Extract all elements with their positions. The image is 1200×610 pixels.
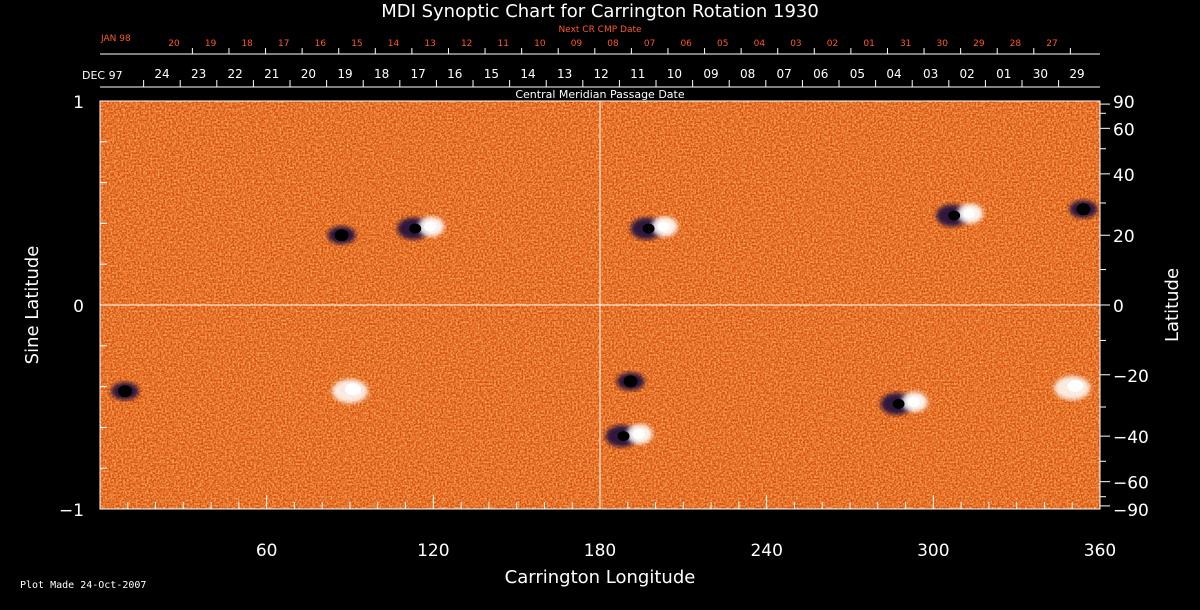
cmp-date-label: 17	[411, 67, 426, 81]
cmp-date-label: 30	[1033, 67, 1048, 81]
cmp-date-label: 09	[703, 67, 718, 81]
next-date-label: 20	[168, 39, 180, 49]
next-date-label: 01	[863, 39, 874, 49]
cmp-date-label: 19	[337, 67, 352, 81]
cmp-date-label: 16	[447, 67, 462, 81]
active-regions	[111, 200, 1098, 448]
next-date-label: 31	[900, 39, 911, 49]
cmp-date-label: 03	[923, 67, 938, 81]
active-region	[605, 424, 653, 448]
active-region	[111, 382, 139, 401]
next-date-label: 13	[424, 39, 435, 49]
cmp-date-label: 24	[154, 67, 169, 81]
y-left-tick-label: 1	[73, 93, 84, 113]
x-tick-label: 240	[750, 541, 782, 561]
y-left-tick-label: −1	[59, 501, 84, 521]
y-right-tick-label: −60	[1113, 474, 1149, 494]
cmp-date-label: 14	[520, 67, 535, 81]
next-date-label: 07	[644, 39, 655, 49]
cmp-date-label: 11	[630, 67, 645, 81]
next-date-label: 08	[607, 39, 619, 49]
cmp-date-label: 22	[228, 67, 243, 81]
active-region	[397, 216, 445, 240]
cmp-date-label: 15	[484, 67, 499, 81]
active-region	[327, 226, 356, 245]
y-left-tick-label: 0	[73, 297, 84, 317]
cmp-date-label: 10	[667, 67, 682, 81]
next-date-label: 14	[388, 39, 400, 49]
x-tick-label: 120	[417, 541, 449, 561]
y-right-tick-label: 90	[1113, 93, 1135, 113]
cmp-date-label: 07	[777, 67, 792, 81]
next-date-ticks: 20 19 18 17 16 15 14 13 12 11 10 09 08 07 06 05 04 03 02 01…	[168, 39, 1071, 54]
next-month-label: JAN 98	[100, 34, 131, 44]
y-right-tick-label: −90	[1113, 501, 1149, 521]
next-date-label: 15	[351, 39, 362, 49]
next-date-label: 19	[205, 39, 217, 49]
cmp-date-label: 06	[813, 67, 828, 81]
plot-made-footer: Plot Made 24-Oct-2007	[20, 580, 147, 591]
active-region	[936, 203, 984, 227]
next-date-label: 10	[534, 39, 546, 49]
y-axis-label-right: Latitude	[1162, 268, 1183, 342]
y-right-tick-label: 0	[1113, 297, 1124, 317]
active-region	[1069, 200, 1098, 219]
next-date-label: 30	[937, 39, 949, 49]
active-region	[630, 216, 678, 240]
y-axis-right: 90 60 40 20 0 −20 −40 −60 −90	[1100, 93, 1149, 521]
next-date-label: 04	[754, 39, 766, 49]
next-date-label: 02	[827, 39, 838, 49]
cmp-date-label: 18	[374, 67, 389, 81]
cmp-month-label: DEC 97	[82, 69, 123, 82]
x-axis-label: Carrington Longitude	[505, 567, 696, 588]
next-date-label: 03	[790, 39, 801, 49]
x-tick-label: 60	[256, 541, 278, 561]
y-right-tick-label: −20	[1113, 367, 1149, 387]
y-axis-label-left: Sine Latitude	[22, 246, 43, 365]
x-tick-label: 180	[584, 541, 616, 561]
next-date-label: 06	[680, 39, 692, 49]
chart-title: MDI Synoptic Chart for Carrington Rotati…	[381, 1, 819, 22]
cmp-date-label: 08	[740, 67, 755, 81]
x-axis: 60 120 180 240 300 360	[127, 495, 1116, 561]
active-region	[880, 391, 928, 415]
active-region	[616, 372, 645, 391]
next-date-label: 16	[315, 39, 327, 49]
x-tick-label: 300	[917, 541, 949, 561]
next-date-label: 18	[241, 39, 253, 49]
cmp-date-label: 20	[301, 67, 316, 81]
cmp-date-label: 29	[1069, 67, 1084, 81]
cmp-date-label: 23	[191, 67, 206, 81]
y-right-tick-label: 60	[1113, 120, 1135, 140]
next-date-label: 28	[1010, 39, 1022, 49]
next-date-label: 29	[973, 39, 985, 49]
cmp-date-label: 21	[264, 67, 279, 81]
next-date-label: 05	[717, 39, 728, 49]
active-region	[332, 379, 368, 404]
next-date-label: 11	[498, 39, 509, 49]
next-date-label: 12	[461, 39, 472, 49]
next-date-label: 17	[278, 39, 289, 49]
cmp-date-label: 12	[594, 67, 609, 81]
y-right-tick-label: −40	[1113, 428, 1149, 448]
next-date-label: 09	[571, 39, 583, 49]
y-right-tick-label: 20	[1113, 227, 1135, 247]
cmp-axis-label: Central Meridian Passage Date	[515, 88, 684, 101]
active-region	[1054, 375, 1091, 400]
cmp-date-label: 01	[996, 67, 1011, 81]
cmp-date-ticks: 24 23 22 21 20 19 18 17 16 15 14 13 12 11 10 09 08 07 06 05…	[143, 67, 1085, 87]
cmp-date-label: 13	[557, 67, 572, 81]
cmp-date-label: 04	[886, 67, 901, 81]
x-tick-label: 360	[1084, 541, 1116, 561]
next-cmp-label: Next CR CMP Date	[558, 25, 642, 35]
y-axis-left: 1 0 −1	[59, 93, 114, 521]
next-date-label: 27	[1046, 39, 1057, 49]
cmp-date-label: 02	[960, 67, 975, 81]
y-right-tick-label: 40	[1113, 166, 1135, 186]
cmp-date-label: 05	[850, 67, 865, 81]
